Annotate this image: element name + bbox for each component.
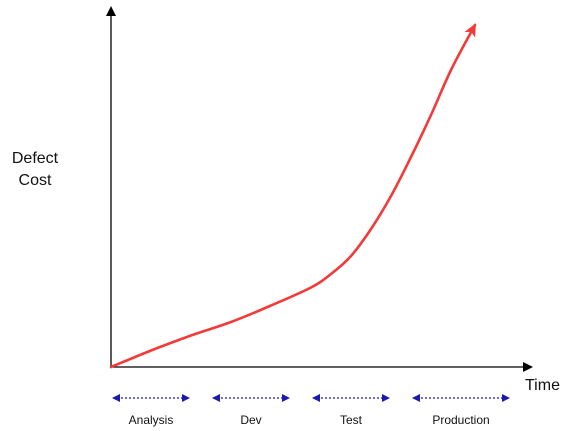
y-axis-label-line-1: Defect bbox=[11, 150, 59, 167]
phase-label-analysis: Analysis bbox=[128, 413, 174, 427]
y-axis-label: Defect Cost bbox=[0, 148, 70, 192]
phase-label-production: Production bbox=[432, 413, 490, 427]
y-axis-label-line-2: Cost bbox=[18, 172, 52, 189]
phase-label-test: Test bbox=[339, 413, 362, 427]
defect-cost-curve bbox=[109, 23, 477, 369]
x-axis-label: Time bbox=[525, 377, 560, 394]
phase-label-dev: Dev bbox=[240, 413, 262, 427]
